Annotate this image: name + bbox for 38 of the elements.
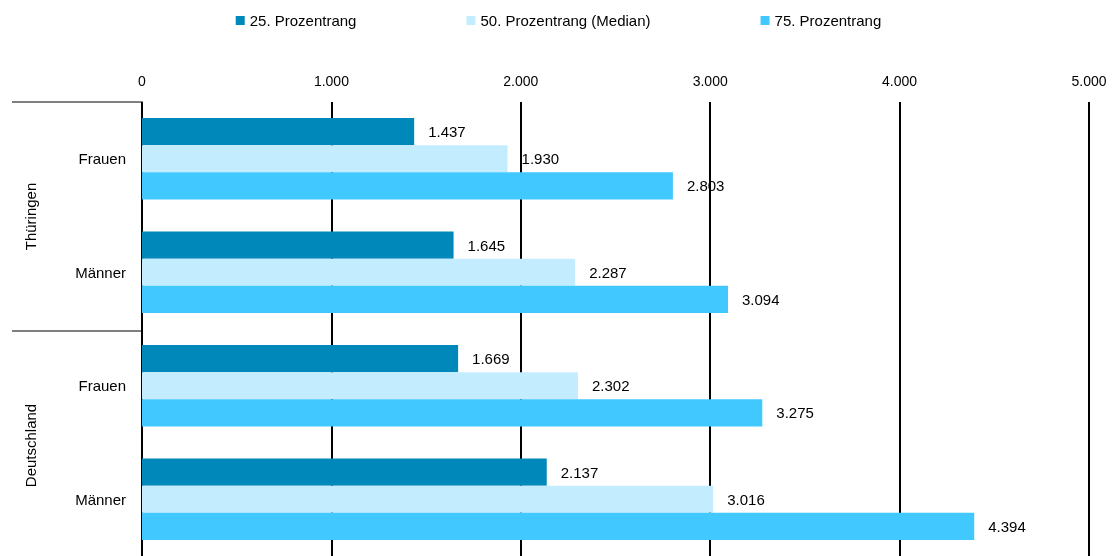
data-label: 3.016 — [727, 490, 765, 508]
data-label: 2.137 — [560, 463, 599, 481]
x-tick-label: 1.000 — [313, 73, 350, 89]
data-label: 2.302 — [592, 377, 630, 395]
y-tick-label: Frauen — [78, 377, 126, 395]
x-tick-label: 2.000 — [503, 73, 539, 89]
bar — [142, 231, 454, 259]
data-label: 1.437 — [428, 123, 466, 141]
y-tick-label: Männer — [75, 263, 126, 281]
text: Thüringen — [21, 182, 39, 251]
data-label: 3.094 — [742, 290, 780, 308]
data-label: 1.930 — [521, 150, 560, 168]
data-label: 4.394 — [988, 517, 1026, 535]
data-label: 1.669 — [472, 350, 510, 368]
bar — [142, 485, 714, 513]
data-label: 3.275 — [776, 404, 814, 422]
data-label: 2.287 — [589, 263, 627, 281]
x-tick-label: 5.000 — [1071, 73, 1107, 89]
data-label: 1.645 — [467, 236, 506, 254]
text: Deutschland — [21, 403, 39, 488]
bar — [142, 145, 508, 173]
x-tick-label: 0 — [138, 73, 147, 89]
legend-label: 25. Prozentrang — [249, 12, 357, 29]
legend-label: 50. Prozentrang (Median) — [480, 12, 651, 29]
x-tick-label: 4.000 — [882, 73, 918, 89]
bar — [142, 458, 547, 486]
bar — [142, 512, 975, 541]
bar — [142, 344, 459, 373]
y-tick-label: Männer — [75, 490, 126, 508]
bar — [142, 258, 576, 286]
x-tick-label: 3.000 — [692, 73, 728, 89]
bar — [142, 117, 415, 146]
bar — [142, 285, 728, 314]
legend-label: 75. Prozentrang — [774, 12, 882, 29]
bar — [142, 399, 763, 427]
bar — [142, 172, 673, 200]
y-tick-label: Frauen — [78, 150, 126, 168]
bar — [142, 372, 578, 400]
